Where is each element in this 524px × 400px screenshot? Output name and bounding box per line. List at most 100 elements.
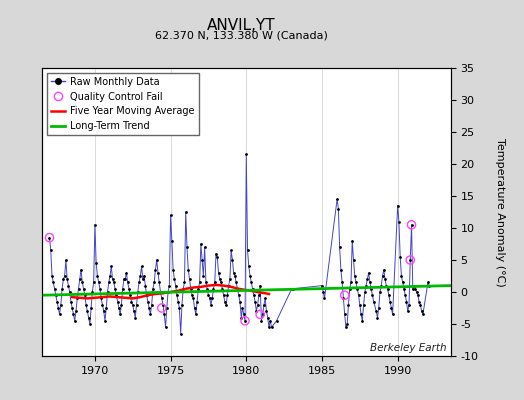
Point bbox=[411, 286, 420, 292]
Point bbox=[199, 273, 208, 279]
Point bbox=[175, 305, 183, 311]
Point bbox=[220, 292, 228, 298]
Point bbox=[218, 286, 226, 292]
Point bbox=[419, 311, 427, 318]
Point bbox=[361, 289, 369, 295]
Point bbox=[388, 311, 397, 318]
Point bbox=[67, 298, 75, 305]
Point bbox=[151, 266, 160, 273]
Point bbox=[350, 257, 358, 263]
Point bbox=[59, 276, 68, 282]
Point bbox=[405, 302, 413, 308]
Point bbox=[413, 292, 422, 298]
Point bbox=[394, 202, 402, 209]
Point bbox=[217, 279, 225, 286]
Point bbox=[320, 295, 329, 302]
Point bbox=[48, 273, 56, 279]
Point bbox=[101, 318, 109, 324]
Point bbox=[150, 279, 158, 286]
Point bbox=[156, 289, 165, 295]
Point bbox=[401, 292, 409, 298]
Point bbox=[187, 286, 195, 292]
Point bbox=[251, 298, 259, 305]
Point bbox=[272, 318, 281, 324]
Point bbox=[205, 295, 214, 302]
Point bbox=[353, 286, 362, 292]
Point bbox=[146, 311, 155, 318]
Point bbox=[358, 318, 366, 324]
Point bbox=[367, 286, 375, 292]
Point bbox=[209, 286, 217, 292]
Point bbox=[338, 279, 346, 286]
Point bbox=[169, 266, 177, 273]
Point bbox=[53, 298, 61, 305]
Point bbox=[155, 279, 163, 286]
Point bbox=[356, 302, 364, 308]
Point bbox=[202, 279, 210, 286]
Point bbox=[224, 282, 233, 289]
Point bbox=[161, 324, 170, 330]
Point bbox=[84, 314, 93, 321]
Point bbox=[94, 279, 103, 286]
Point bbox=[341, 311, 349, 318]
Point bbox=[376, 289, 384, 295]
Point bbox=[228, 257, 237, 263]
Point bbox=[100, 308, 108, 314]
Point bbox=[62, 257, 70, 263]
Point bbox=[231, 273, 239, 279]
Point bbox=[236, 298, 244, 305]
Point bbox=[418, 308, 426, 314]
Point bbox=[344, 302, 353, 308]
Point bbox=[192, 311, 200, 318]
Point bbox=[124, 279, 132, 286]
Point bbox=[213, 254, 222, 260]
Point bbox=[232, 279, 241, 286]
Point bbox=[263, 308, 271, 314]
Point bbox=[58, 286, 67, 292]
Point bbox=[96, 286, 104, 292]
Point bbox=[168, 238, 176, 244]
Point bbox=[92, 260, 101, 266]
Point bbox=[359, 302, 368, 308]
Point bbox=[245, 263, 253, 270]
Point bbox=[406, 257, 414, 263]
Point bbox=[57, 302, 65, 308]
Point bbox=[113, 298, 122, 305]
Point bbox=[242, 151, 250, 158]
Point bbox=[71, 318, 79, 324]
Point bbox=[54, 305, 62, 311]
Point bbox=[249, 292, 258, 298]
Point bbox=[137, 263, 146, 270]
Point bbox=[118, 286, 127, 292]
Point bbox=[255, 292, 263, 298]
Point bbox=[170, 276, 179, 282]
Point bbox=[140, 273, 148, 279]
Point bbox=[188, 292, 196, 298]
Point bbox=[264, 314, 272, 321]
Point bbox=[147, 302, 156, 308]
Point bbox=[167, 212, 175, 218]
Point bbox=[366, 279, 374, 286]
Point bbox=[395, 218, 403, 225]
Point bbox=[238, 305, 247, 311]
Point bbox=[115, 305, 123, 311]
Point bbox=[386, 298, 394, 305]
Point bbox=[158, 305, 166, 311]
Point bbox=[369, 298, 378, 305]
Point bbox=[399, 279, 407, 286]
Point bbox=[241, 318, 249, 324]
Point bbox=[119, 276, 128, 282]
Point bbox=[351, 273, 359, 279]
Point bbox=[122, 270, 130, 276]
Point bbox=[45, 234, 53, 241]
Point bbox=[139, 276, 147, 282]
Point bbox=[352, 279, 360, 286]
Point bbox=[265, 324, 273, 330]
Point bbox=[178, 302, 186, 308]
Point bbox=[127, 298, 136, 305]
Point bbox=[50, 286, 59, 292]
Point bbox=[111, 286, 119, 292]
Point bbox=[377, 282, 386, 289]
Point bbox=[189, 295, 198, 302]
Point bbox=[149, 286, 157, 292]
